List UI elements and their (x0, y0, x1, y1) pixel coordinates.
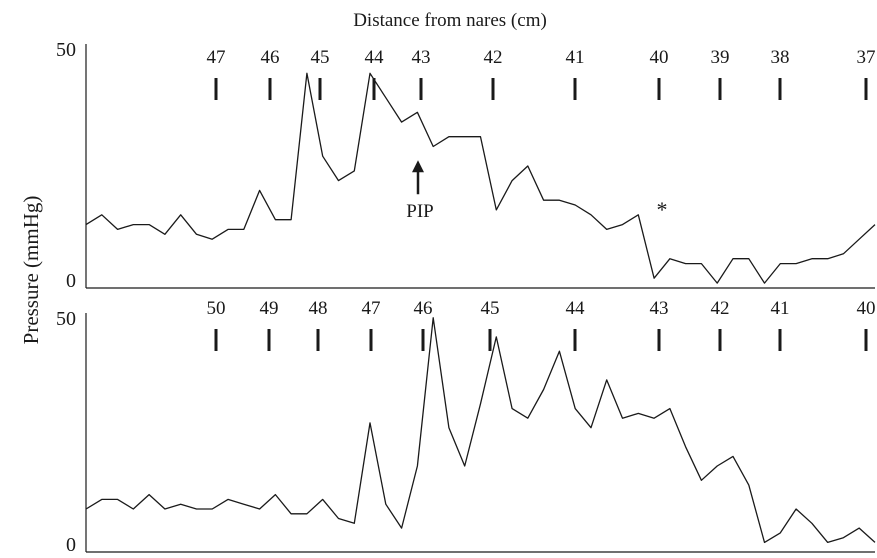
bottom-distance-marker-label: 46 (414, 298, 433, 319)
bottom-distance-marker-label: 42 (711, 298, 730, 319)
top-panel: 0 50 47 46 45 44 43 42 41 40 39 38 37 PIP * (56, 39, 876, 292)
bottom-distance-marker-label: 50 (207, 298, 226, 319)
top-distance-marker-label: 47 (207, 47, 226, 68)
bottom-distance-marker-label: 41 (771, 298, 790, 319)
top-distance-marker-label: 44 (365, 47, 385, 68)
bottom-y-tick-label: 50 (56, 308, 76, 330)
bottom-distance-marker-label: 40 (857, 298, 876, 319)
top-distance-marker-label: 41 (566, 47, 585, 68)
y-axis-label: Pressure (mmHg) (19, 196, 43, 345)
top-distance-marker-label: 39 (711, 47, 730, 68)
top-distance-marker-label: 37 (857, 47, 876, 68)
bottom-distance-marker-label: 45 (481, 298, 500, 319)
bottom-distance-marker-label: 48 (309, 298, 328, 319)
top-distance-marker-label: 46 (261, 47, 280, 68)
top-annotation-mark: * (657, 197, 668, 222)
bottom-distance-marker-label: 43 (650, 298, 669, 319)
top-y-tick-label: 50 (56, 39, 76, 61)
top-distance-marker-label: 43 (412, 47, 431, 68)
bottom-y-tick-label: 0 (66, 534, 76, 556)
bottom-distance-marker-label: 49 (260, 298, 279, 319)
top-axis-label: Distance from nares (cm) (353, 10, 547, 31)
bottom-pressure-trace (85, 317, 876, 544)
bottom-distance-marker-label: 44 (566, 298, 586, 319)
top-annotation-arrow-head (412, 160, 424, 173)
top-pressure-trace (85, 72, 876, 284)
top-distance-marker-label: 42 (484, 47, 503, 68)
top-distance-marker-label: 40 (650, 47, 669, 68)
top-distance-marker-label: 38 (771, 47, 790, 68)
top-annotation-label: PIP (406, 201, 433, 222)
top-y-tick-label: 0 (66, 270, 76, 292)
bottom-panel: 0 50 50 49 48 47 46 45 44 43 42 41 40 (56, 298, 876, 556)
top-distance-marker-label: 45 (311, 47, 330, 68)
bottom-distance-marker-label: 47 (362, 298, 381, 319)
